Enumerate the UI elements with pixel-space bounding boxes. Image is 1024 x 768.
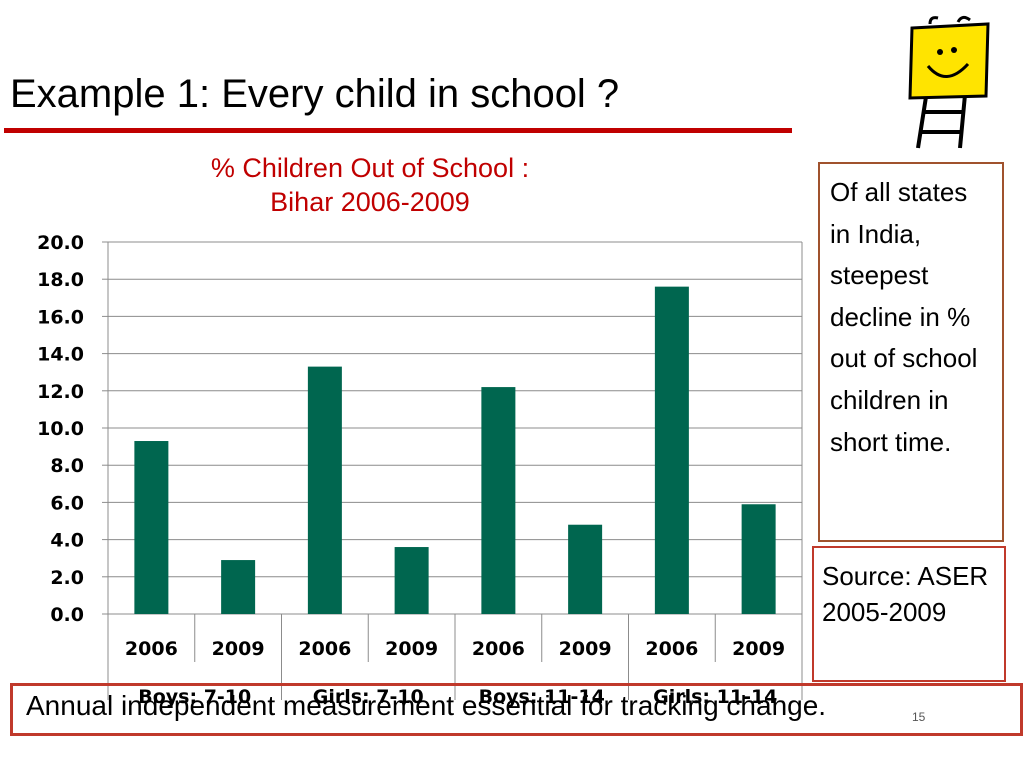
chart-subtitle: Bihar 2006-2009: [270, 186, 470, 217]
x-category-label: 2009: [559, 638, 612, 660]
y-tick-label: 2.0: [50, 567, 84, 589]
x-category-label: 2009: [385, 638, 438, 660]
x-category-label: 2006: [125, 638, 178, 660]
chart-title: % Children Out of School :: [210, 153, 530, 183]
bar: [221, 560, 256, 614]
y-tick-label: 16.0: [37, 306, 84, 328]
x-group-label: Girls: 7-10: [313, 686, 424, 708]
side-note-text: Of all states in India, steepest decline…: [830, 177, 978, 457]
page-number: 15: [912, 710, 926, 724]
y-tick-label: 18.0: [37, 269, 84, 291]
source-note-text: Source: ASER 2005-2009: [822, 561, 989, 628]
slide-title: Example 1: Every child in school ?: [10, 72, 620, 116]
y-tick-label: 14.0: [37, 344, 84, 366]
x-group-label: Boys: 11-14: [479, 686, 605, 708]
bar: [741, 504, 776, 614]
y-tick-label: 4.0: [50, 530, 84, 552]
bar: [568, 524, 603, 614]
x-category-label: 2009: [732, 638, 785, 660]
smiley-easel-logo: [908, 15, 990, 149]
x-category-label: 2006: [298, 638, 351, 660]
x-group-label: Girls: 11-14: [653, 686, 777, 708]
x-category-label: 2006: [472, 638, 525, 660]
chart-title-block: % Children Out of School : Bihar 2006-20…: [120, 152, 620, 220]
bar: [654, 286, 689, 614]
y-tick-label: 10.0: [37, 418, 84, 440]
bar: [307, 366, 342, 614]
footer-box: [10, 683, 1023, 736]
x-category-label: 2009: [212, 638, 265, 660]
title-underline: [4, 128, 792, 133]
source-note-box: Source: ASER 2005-2009: [812, 546, 1006, 682]
bar: [394, 547, 429, 614]
y-tick-label: 0.0: [50, 604, 84, 626]
y-tick-label: 8.0: [50, 455, 84, 477]
y-tick-label: 12.0: [37, 381, 84, 403]
bar: [481, 387, 516, 614]
x-category-label: 2006: [645, 638, 698, 660]
x-group-label: Boys: 7-10: [138, 686, 251, 708]
side-note-box: Of all states in India, steepest decline…: [818, 162, 1004, 542]
y-tick-label: 20.0: [37, 232, 84, 254]
y-tick-label: 6.0: [50, 492, 84, 514]
footer-text: Annual independent measurement essential…: [26, 690, 827, 721]
bar: [134, 441, 169, 614]
